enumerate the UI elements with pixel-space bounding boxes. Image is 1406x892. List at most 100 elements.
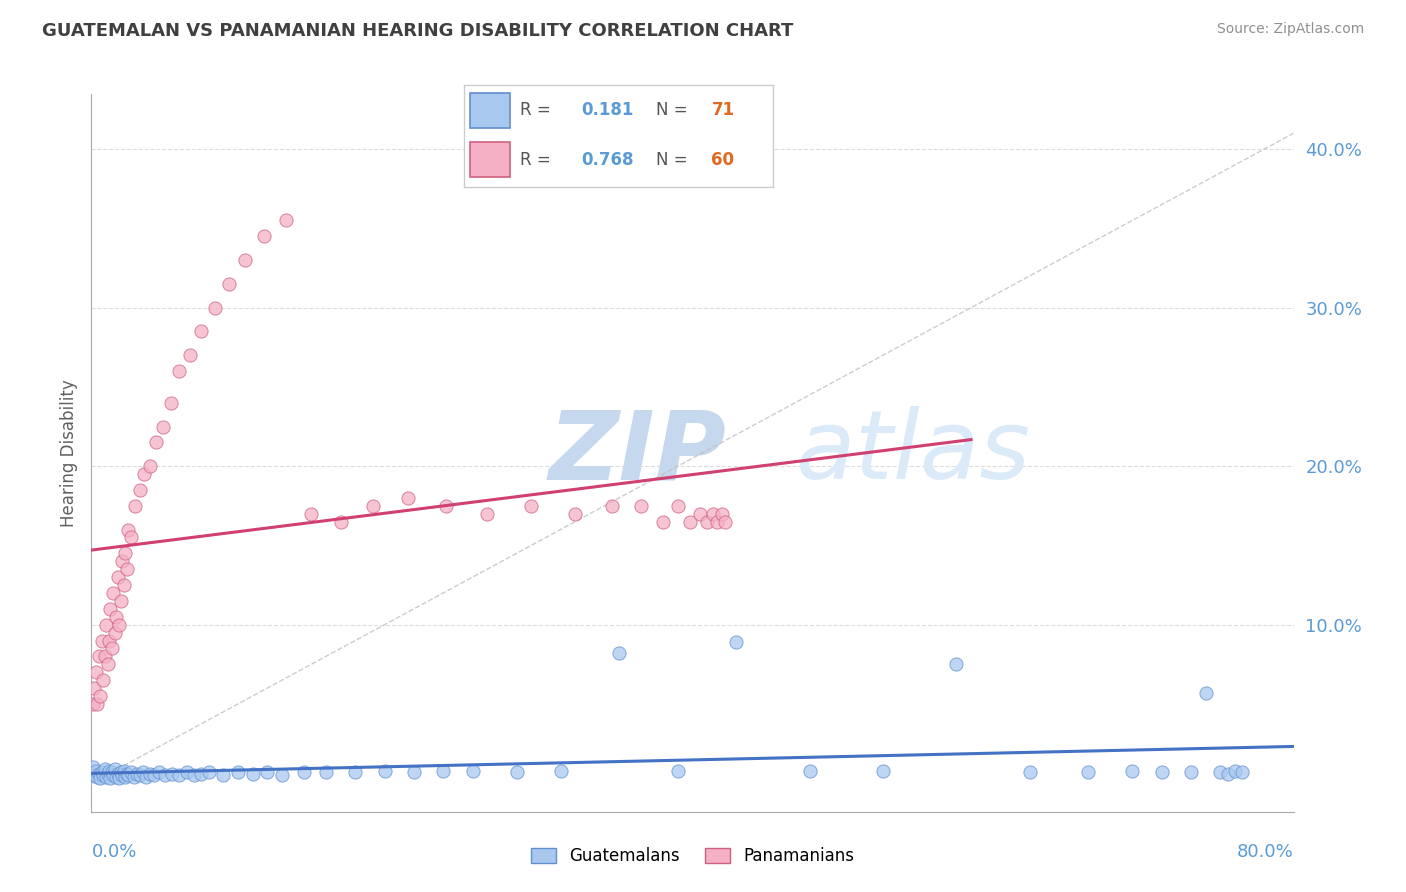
Point <box>702 507 724 521</box>
Point <box>98 764 121 778</box>
Point <box>90 765 112 780</box>
Point <box>104 625 127 640</box>
Point <box>434 499 457 513</box>
Point <box>1121 764 1143 778</box>
Point <box>197 765 219 780</box>
Point <box>143 768 166 782</box>
Point <box>125 766 148 780</box>
Y-axis label: Hearing Disability: Hearing Disability <box>59 379 77 526</box>
Point <box>710 507 733 521</box>
Point <box>1150 765 1173 780</box>
Point <box>87 766 110 780</box>
Point <box>799 764 821 778</box>
Point <box>117 768 139 782</box>
Point <box>160 766 183 780</box>
Point <box>84 764 107 778</box>
Legend: Guatemalans, Panamanians: Guatemalans, Panamanians <box>524 840 860 871</box>
Point <box>725 635 748 649</box>
Point <box>461 764 484 778</box>
Point <box>91 768 114 782</box>
Point <box>84 665 107 680</box>
Point <box>179 348 201 362</box>
Point <box>89 689 111 703</box>
Point <box>600 499 623 513</box>
Point <box>550 764 572 778</box>
Text: ZIP: ZIP <box>548 406 725 500</box>
Point <box>226 765 249 780</box>
Point <box>93 649 115 664</box>
Text: 0.768: 0.768 <box>582 151 634 169</box>
Text: R =: R = <box>520 102 555 120</box>
Text: N =: N = <box>655 102 693 120</box>
Point <box>107 570 129 584</box>
Point <box>432 764 454 778</box>
Text: atlas: atlas <box>794 406 1029 500</box>
Point <box>114 546 136 560</box>
Point <box>520 499 543 513</box>
Point <box>124 499 146 513</box>
Point <box>477 507 499 521</box>
Point <box>706 515 728 529</box>
Point <box>1194 686 1216 700</box>
Point <box>190 766 212 780</box>
Point <box>713 515 735 529</box>
Point <box>183 768 205 782</box>
Text: 0.181: 0.181 <box>582 102 634 120</box>
Point <box>176 765 198 780</box>
Point <box>131 765 153 780</box>
Point <box>396 491 419 505</box>
Point <box>111 768 134 782</box>
Point <box>696 515 718 529</box>
Point <box>190 325 212 339</box>
Point <box>122 770 145 784</box>
Point <box>83 768 105 782</box>
Point <box>233 253 256 268</box>
Point <box>145 435 167 450</box>
Point <box>1216 766 1239 780</box>
Point <box>1018 765 1040 780</box>
Point <box>115 562 138 576</box>
Point <box>108 617 131 632</box>
Bar <box>470 142 510 177</box>
Point <box>120 765 142 780</box>
Text: 80.0%: 80.0% <box>1237 843 1294 861</box>
Text: 71: 71 <box>711 102 734 120</box>
Point <box>271 768 294 782</box>
Point <box>666 499 689 513</box>
Point <box>128 768 150 782</box>
Point <box>299 507 322 521</box>
Point <box>100 602 122 616</box>
Point <box>361 499 384 513</box>
Point <box>666 764 689 778</box>
Point <box>117 523 139 537</box>
Point <box>103 768 125 782</box>
Point <box>678 515 700 529</box>
Point <box>98 633 121 648</box>
Point <box>945 657 967 672</box>
Point <box>1077 765 1099 780</box>
Point <box>329 515 352 529</box>
Point <box>139 459 162 474</box>
Point <box>153 768 176 782</box>
Point <box>276 213 298 227</box>
Point <box>630 499 652 513</box>
Point <box>115 766 138 780</box>
Point <box>689 507 711 521</box>
Point <box>107 766 129 780</box>
Point <box>344 765 367 780</box>
Point <box>139 766 162 780</box>
Bar <box>470 93 510 128</box>
Text: GUATEMALAN VS PANAMANIAN HEARING DISABILITY CORRELATION CHART: GUATEMALAN VS PANAMANIAN HEARING DISABIL… <box>42 22 793 40</box>
Point <box>204 301 226 315</box>
Point <box>96 766 118 780</box>
Point <box>212 768 235 782</box>
Point <box>134 467 156 481</box>
Point <box>1232 765 1254 780</box>
Point <box>111 554 134 568</box>
Point <box>104 762 127 776</box>
Point <box>89 772 111 786</box>
Text: 0.0%: 0.0% <box>91 843 136 861</box>
Point <box>169 768 191 782</box>
Point <box>101 641 124 656</box>
Point <box>292 765 315 780</box>
